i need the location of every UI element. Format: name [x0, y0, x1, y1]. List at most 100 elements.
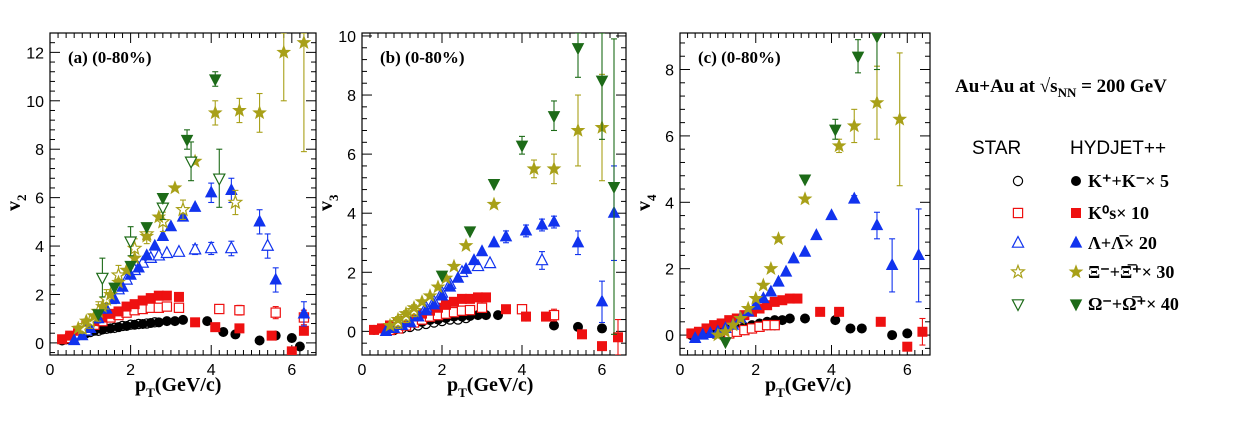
ks-hydjet-point [173, 291, 184, 302]
x-tick-label: 0 [676, 362, 685, 379]
omega-hydjet-point [607, 182, 621, 194]
omega-hydjet-point [595, 75, 609, 88]
ks-hydjet-point [917, 326, 928, 337]
lambda-hydjet-point [75, 328, 89, 341]
omega-star-point [95, 272, 109, 286]
omega-hydjet-point [108, 282, 121, 295]
ks-hydjet-point [597, 341, 608, 352]
omega-hydjet-point [571, 43, 585, 56]
lambda-star-point [224, 240, 238, 254]
data-points [57, 33, 312, 355]
y-tick-label: 10 [338, 29, 356, 46]
y-tick-label: 8 [347, 88, 356, 105]
xi-hydjet-point [771, 231, 786, 246]
k-hydjet-point [202, 316, 213, 327]
y-tick-label: 2 [35, 287, 44, 304]
legend-row-lambda: Λ+Λ̅× 20 [1011, 233, 1157, 253]
ks-hydjet-point [521, 311, 532, 322]
ks-star-point [234, 305, 245, 316]
lambda-hydjet-point [475, 244, 489, 257]
omega-star-point [212, 173, 226, 187]
legend-hydjet-marker [1071, 175, 1082, 186]
x-tick-label: 4 [827, 362, 836, 379]
y-tick-label: 0 [35, 336, 44, 353]
data-points [368, 33, 624, 355]
y-tick-label: 4 [665, 195, 674, 212]
legend-row-k: K⁺+K⁻× 5 [1012, 171, 1169, 191]
omega-hydjet-point [487, 179, 501, 192]
omega-hydjet-point [547, 111, 561, 124]
omega-hydjet-point [208, 74, 222, 87]
legend-row-xi: Ξ⁻+Ξ̅⁺× 30 [1010, 262, 1174, 282]
y-tick-label: 6 [347, 147, 356, 164]
xi-hydjet-point [869, 94, 885, 109]
omega-hydjet-point [124, 260, 137, 273]
lambda-hydjet-point [595, 294, 609, 307]
ks-hydjet-point [902, 341, 913, 352]
lambda-hydjet-point [870, 218, 884, 231]
plot-frame [361, 32, 627, 356]
xi-hydjet-point [446, 258, 462, 273]
xi-hydjet-point [733, 310, 748, 325]
ks-hydjet-point [234, 323, 245, 334]
lambda-hydjet-point [148, 238, 162, 251]
x-tick-label: 6 [903, 362, 912, 379]
legend-rows: K⁺+K⁻× 5 K⁰s× 10 Λ+Λ̅× 20 Ξ⁻+Ξ̅⁺× 30 Ω⁻+Ω̅⁺×… [1010, 171, 1179, 314]
ks-hydjet-point [266, 330, 277, 341]
y-axis-title: v3 [315, 194, 341, 211]
xi-hydjet-point [232, 102, 247, 117]
ks-hydjet-point [480, 292, 491, 303]
legend-label: Λ+Λ̅× 20 [1088, 233, 1157, 253]
lambda-star-point [483, 255, 497, 269]
y-tick-label: 8 [665, 63, 674, 80]
legend-row-omega: Ω⁻+Ω̅⁺× 40 [1011, 294, 1179, 314]
x-axis-title: pT(GeV/c) [765, 374, 851, 400]
lambda-hydjet-point [825, 208, 838, 221]
legend-row-ks: K⁰s× 10 [1012, 203, 1149, 223]
xi-hydjet-point [846, 118, 862, 133]
legend-label: K⁺+K⁻× 5 [1088, 171, 1169, 191]
ks-hydjet-point [500, 304, 511, 315]
xi-hydjet-point [422, 288, 438, 303]
lambda-hydjet-point [132, 260, 145, 273]
plot-frame [49, 32, 317, 356]
x-tick-label: 4 [207, 362, 216, 379]
legend-header-hydjet: HYDJET++ [1070, 138, 1166, 159]
legend-hydjet-marker [1068, 264, 1084, 279]
k-hydjet-point [856, 323, 867, 334]
xi-hydjet-point [151, 209, 167, 224]
panel-label: (c) (0-80%) [698, 48, 781, 67]
omega-hydjet-point [180, 134, 194, 147]
y-tick-label: 6 [35, 191, 44, 208]
legend-star-marker [1011, 235, 1025, 248]
k-hydjet-point [286, 333, 297, 344]
y-tick-label: 0 [665, 328, 674, 345]
y-tick-label: 0 [347, 324, 356, 341]
legend-star-marker [1012, 207, 1024, 219]
xi-hydjet-point [755, 277, 771, 292]
lambda-hydjet-point [810, 228, 823, 241]
y-axis-title: v4 [633, 194, 659, 211]
axis-ticks [361, 33, 627, 356]
omega-hydjet-point [515, 140, 529, 153]
legend: Au+Au at √sNN = 200 GeV STAR HYDJET++ K⁺… [955, 76, 1179, 314]
legend-star-marker [1012, 175, 1024, 187]
lambda-star-point [261, 238, 275, 251]
y-tick-label: 2 [347, 265, 356, 282]
k-hydjet-point [887, 330, 898, 341]
lambda-hydjet-point [419, 303, 433, 316]
ks-star-point [769, 319, 780, 331]
xi-hydjet-point [797, 191, 813, 206]
panel-1: 0 2 4 6 0 2 4 6 8 10 12 pT(GeV/c) v2 (a) (0-80%) [3, 32, 317, 400]
x-tick-label: 0 [46, 362, 55, 379]
y-tick-label: 8 [35, 142, 44, 159]
lambda-hydjet-point [225, 183, 238, 195]
y-tick-label: 10 [26, 94, 44, 111]
x-tick-label: 2 [751, 362, 760, 379]
k-hydjet-point [254, 335, 265, 346]
lambda-hydjet-point [164, 219, 178, 232]
legend-hydjet-marker [1071, 207, 1082, 218]
ks-star-point [464, 304, 476, 316]
